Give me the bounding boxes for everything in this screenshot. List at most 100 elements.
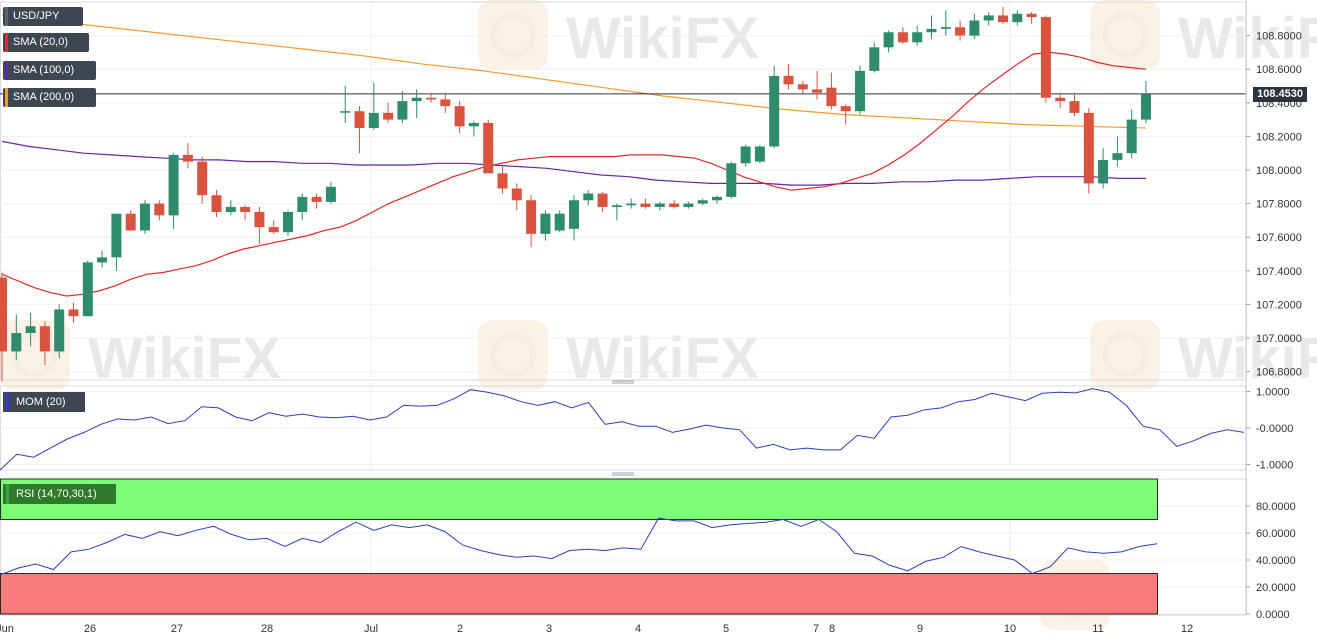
candle-body xyxy=(540,213,551,234)
candle xyxy=(812,70,823,100)
candle-body xyxy=(526,200,537,234)
candle-body xyxy=(754,146,765,162)
candle xyxy=(526,195,537,248)
candle xyxy=(268,220,279,234)
candle xyxy=(297,193,308,221)
candle xyxy=(254,206,265,244)
candle xyxy=(54,304,65,359)
candle-body xyxy=(912,32,923,43)
candle-body xyxy=(354,111,365,128)
candle xyxy=(383,102,394,123)
candle-body xyxy=(140,203,150,231)
wikifx-watermark: WikiFX xyxy=(478,0,759,71)
candle-body xyxy=(82,262,93,317)
candle xyxy=(626,198,637,209)
x-tick-label: 10 xyxy=(1004,623,1016,635)
candle xyxy=(726,161,737,199)
candle-body xyxy=(168,154,179,216)
candle xyxy=(140,200,150,234)
candle xyxy=(411,89,422,118)
x-tick-label: 26 xyxy=(84,623,96,635)
candle xyxy=(283,210,293,236)
candle-body xyxy=(511,188,522,201)
candle-body xyxy=(826,87,837,107)
y-tick-label: -0.0000 xyxy=(1256,423,1293,435)
sma100-label: SMA (100,0) xyxy=(13,64,75,76)
candle xyxy=(483,119,494,174)
candle xyxy=(883,30,894,53)
candle xyxy=(1012,10,1023,26)
candle-body xyxy=(68,309,79,317)
candle-body xyxy=(97,257,108,263)
candle-body xyxy=(1141,94,1151,120)
candle-body xyxy=(569,200,579,229)
sma100-legend[interactable]: SMA (100,0) xyxy=(3,61,96,80)
sma20-label: SMA (20,0) xyxy=(13,36,69,48)
candle xyxy=(25,312,36,347)
candle xyxy=(983,12,994,26)
candle-body xyxy=(554,213,565,231)
candle xyxy=(1083,107,1094,194)
mom-legend[interactable]: MOM (20) xyxy=(3,392,85,412)
y-tick-label: 107.8000 xyxy=(1256,199,1302,211)
y-tick-label: 1.0000 xyxy=(1256,386,1290,398)
sma20-line xyxy=(1,51,1147,297)
symbol-text: USD/JPY xyxy=(13,10,60,22)
x-tick-label: 2 xyxy=(457,623,463,635)
y-tick-label: 60.0000 xyxy=(1256,528,1296,540)
watermark-ring xyxy=(490,12,536,58)
candle-body xyxy=(940,27,951,29)
candle-body xyxy=(268,227,279,233)
y-tick-label: 107.4000 xyxy=(1256,266,1302,278)
candle-body xyxy=(311,196,322,202)
candle xyxy=(354,106,365,154)
symbol-label[interactable]: USD/JPY xyxy=(3,7,83,26)
x-tick-label: 27 xyxy=(171,623,183,635)
candle-body xyxy=(497,173,508,189)
candle-body xyxy=(154,203,165,216)
sma20-legend[interactable]: SMA (20,0) xyxy=(3,33,89,52)
candle xyxy=(840,104,851,125)
watermark-logo xyxy=(478,0,548,70)
candle-body xyxy=(240,206,251,212)
watermark-logo xyxy=(1090,0,1160,70)
candle-body xyxy=(440,99,451,107)
candle xyxy=(1069,92,1080,117)
candle xyxy=(1055,92,1066,108)
candle xyxy=(154,200,165,221)
candle xyxy=(583,190,594,206)
x-tick-label: Jul xyxy=(364,623,378,635)
candle xyxy=(468,121,479,137)
y-tick-label: 108.2000 xyxy=(1256,131,1302,143)
candle xyxy=(68,302,79,323)
candle xyxy=(826,72,837,110)
candle-body xyxy=(125,213,136,231)
x-tick-label: 28 xyxy=(261,623,273,635)
candlesticks xyxy=(0,7,1151,382)
rsi-oversold-band xyxy=(0,573,1158,615)
current-price-badge: 108.4530 xyxy=(1253,87,1307,102)
candle-body xyxy=(597,193,608,207)
candle-body xyxy=(712,196,722,201)
candle xyxy=(754,144,765,164)
rsi-legend[interactable]: RSI (14,70,30,1) xyxy=(3,484,116,504)
candle xyxy=(82,260,93,317)
candle xyxy=(397,91,408,123)
candle xyxy=(39,321,50,365)
candle-body xyxy=(983,15,994,21)
candle xyxy=(569,195,579,241)
rsi-overbought-band xyxy=(0,478,1158,520)
candle-body xyxy=(797,84,808,90)
candle-body xyxy=(211,195,222,212)
candle-body xyxy=(368,112,379,128)
watermark-ring xyxy=(12,332,58,378)
y-tick-label: 80.0000 xyxy=(1256,501,1296,513)
candle-body xyxy=(225,206,236,212)
candle xyxy=(926,15,937,39)
candle-body xyxy=(869,47,880,71)
candle-body xyxy=(812,89,823,93)
watermark-ring xyxy=(1102,332,1148,378)
candle-body xyxy=(297,196,308,212)
sma200-legend[interactable]: SMA (200,0) xyxy=(3,88,96,107)
